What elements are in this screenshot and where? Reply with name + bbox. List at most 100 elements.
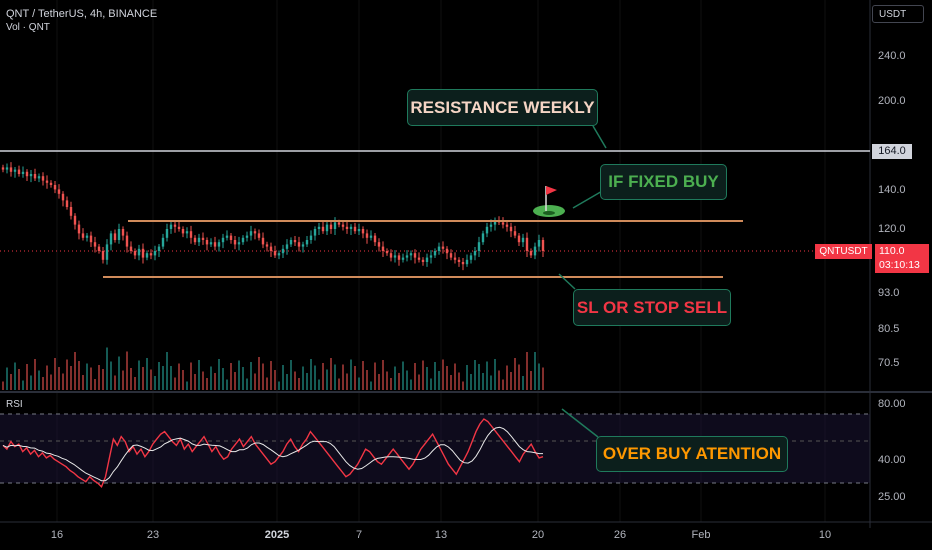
candle-body [353, 226, 357, 232]
candle-body [101, 251, 105, 260]
volume-bar [90, 367, 92, 390]
candle-body [245, 235, 249, 238]
volume-bar [490, 375, 492, 390]
volume-bar [38, 370, 40, 390]
volume-bar [422, 360, 424, 390]
volume-bar [318, 379, 320, 390]
candle-body [81, 233, 85, 238]
volume-bar [190, 362, 192, 390]
candle-body [185, 231, 189, 234]
candle-body [249, 231, 253, 236]
time-axis-label: 10 [818, 529, 832, 541]
volume-bar [218, 359, 220, 390]
time-axis-label: 26 [613, 529, 627, 541]
grid-lines [56, 0, 826, 522]
volume-bar [534, 352, 536, 390]
candle-body [221, 237, 225, 243]
callout-pointer-resistance [592, 125, 607, 149]
volume-bar [438, 371, 440, 390]
candle-body [77, 224, 81, 234]
rsi-indicator-label[interactable]: RSI [6, 399, 23, 410]
volume-bar [134, 377, 136, 390]
volume-bar [234, 372, 236, 390]
candle-body [29, 174, 33, 177]
volume-bar [174, 377, 176, 390]
candle-body [401, 257, 405, 260]
candle-body [309, 235, 313, 240]
candle-body [321, 226, 325, 232]
volume-bar [406, 370, 408, 390]
candle-body [281, 248, 285, 254]
volume-bar [322, 363, 324, 390]
volume-bar [478, 364, 480, 390]
over-buy-callout[interactable]: OVER BUY ATENTION [596, 436, 788, 472]
candle-body [317, 226, 321, 229]
volume-bar [30, 375, 32, 390]
callout-pointer-sl [558, 273, 576, 290]
volume-bar [350, 359, 352, 390]
candle-body [501, 222, 505, 225]
volume-bar [254, 373, 256, 390]
candle-body [37, 176, 41, 179]
candle-body [229, 235, 233, 240]
candle-body [49, 182, 53, 185]
resistance-weekly-callout[interactable]: RESISTANCE WEEKLY [407, 89, 598, 126]
candle-body [277, 253, 281, 256]
volume-bar [2, 381, 4, 390]
rsi-level-label: 40.00 [878, 454, 906, 466]
callout-pointer-rsi [561, 408, 599, 438]
candle-body [433, 251, 437, 256]
volume-bar [278, 381, 280, 390]
bar-countdown: 03:10:13 [879, 259, 920, 271]
volume-bar [470, 374, 472, 390]
candle-body [85, 235, 89, 238]
price-label: 240.0 [878, 50, 906, 62]
volume-bar [390, 378, 392, 390]
chart-title[interactable]: QNT / TetherUS, 4h, BINANCE [6, 8, 158, 20]
candle-body [1, 167, 5, 170]
candle-body [97, 246, 101, 251]
candle-body [105, 244, 109, 260]
volume-bar [102, 369, 104, 390]
candle-body [165, 229, 169, 238]
candle-body [57, 189, 61, 194]
volume-bar [398, 373, 400, 390]
stop-sell-callout[interactable]: SL OR STOP SELL [573, 289, 731, 326]
volume-bar [58, 367, 60, 390]
fixed-buy-callout[interactable]: IF FIXED BUY [600, 164, 727, 200]
currency-selector[interactable]: USDT [872, 5, 924, 23]
volume-bar [486, 361, 488, 390]
candle-body [169, 224, 173, 229]
candle-body [485, 226, 489, 234]
candle-body [33, 174, 37, 179]
candle-body [345, 226, 349, 229]
candle-body [209, 242, 213, 245]
rsi-line [2, 418, 544, 489]
candle-body [289, 240, 293, 245]
volume-bar [214, 373, 216, 390]
volume-bar [122, 370, 124, 390]
candle-body [373, 235, 377, 243]
candle-body [5, 167, 9, 170]
volume-bars [2, 347, 544, 390]
volume-bar [98, 365, 100, 390]
candle-body [349, 226, 353, 229]
candle-body [125, 235, 129, 247]
candle-body [473, 251, 477, 256]
volume-bar [290, 360, 292, 390]
candle-body [365, 233, 369, 238]
volume-bar [510, 372, 512, 390]
volume-bar [126, 351, 128, 390]
candle-body [537, 240, 541, 247]
candle-body [517, 235, 521, 243]
volume-bar [366, 370, 368, 390]
volume-bar [498, 370, 500, 390]
volume-bar [114, 375, 116, 390]
volume-bar [210, 366, 212, 390]
candle-body [157, 246, 161, 251]
candle-body [45, 180, 49, 183]
volume-bar [178, 363, 180, 390]
volume-bar [450, 375, 452, 390]
volume-label[interactable]: Vol · QNT [6, 22, 50, 33]
